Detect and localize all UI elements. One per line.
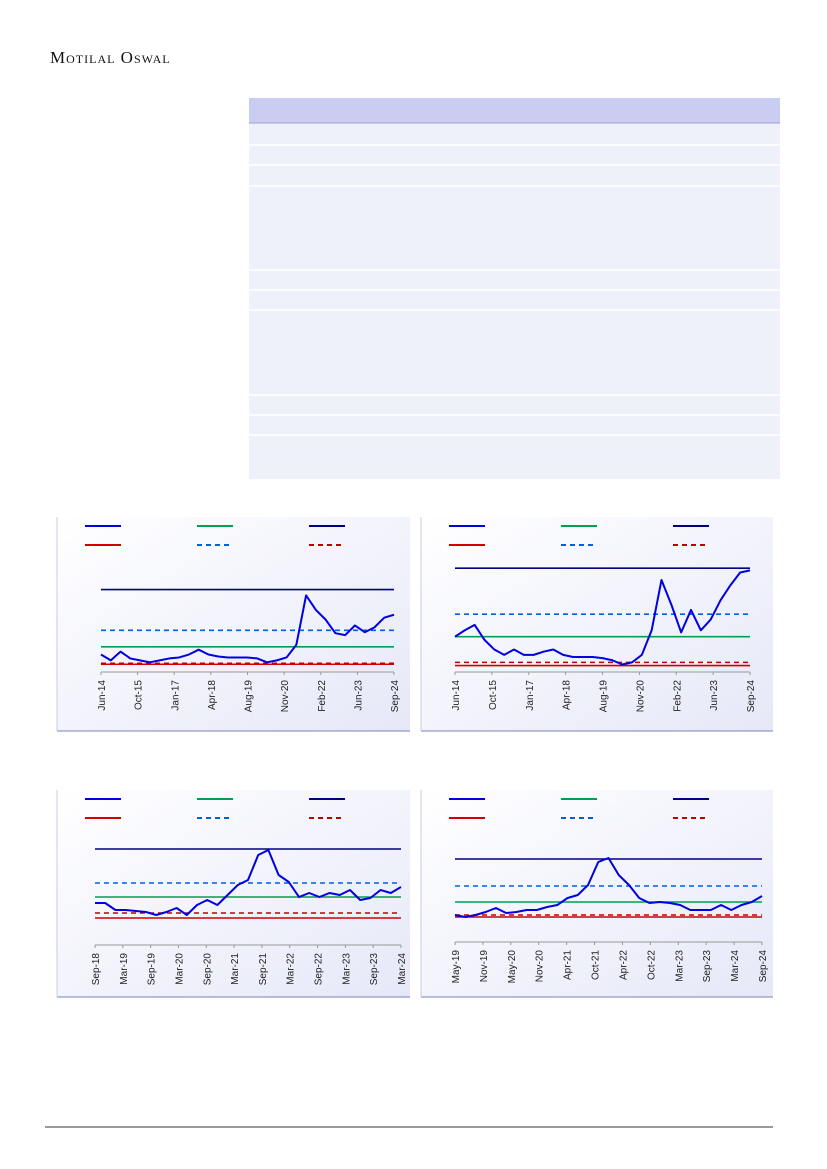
x-tick-label: May-19 bbox=[451, 950, 462, 984]
x-tick-label: Mar-19 bbox=[119, 953, 130, 985]
table bbox=[249, 98, 780, 479]
series-line bbox=[454, 569, 751, 666]
x-tick-label: May-20 bbox=[507, 950, 518, 984]
x-tick-label: Mar-24 bbox=[397, 953, 408, 985]
x-tick-label: Sep-24 bbox=[746, 680, 757, 713]
row-lines bbox=[249, 144, 780, 436]
x-tick-label: Mar-23 bbox=[341, 953, 352, 985]
chart: Jun-14 Oct-15 Jan-17 Apr-18 Aug-19 Nov-20 Feb-… bbox=[420, 517, 773, 732]
x-tick-label: Mar-23 bbox=[674, 950, 685, 982]
table-body bbox=[249, 98, 780, 479]
x-tick-label: Oct-15 bbox=[134, 680, 145, 710]
x-tick-label: Aug-19 bbox=[599, 680, 610, 713]
chart-bg bbox=[57, 517, 410, 731]
series-line bbox=[95, 849, 402, 916]
x-tick-label: Sep-23 bbox=[369, 953, 380, 986]
x-tick-label: Nov-20 bbox=[635, 680, 646, 713]
x-tick-label: Jan-17 bbox=[525, 680, 536, 711]
x-tick-label: Feb-22 bbox=[672, 680, 683, 712]
chart-bg bbox=[57, 790, 410, 997]
x-tick-label: Sep-18 bbox=[91, 953, 102, 986]
series-line bbox=[100, 594, 395, 664]
x-tick-label: Jun-23 bbox=[709, 680, 720, 711]
brand: Motilal Oswal bbox=[50, 48, 171, 67]
chart-bg bbox=[421, 517, 773, 731]
x-tick-label: Sep-19 bbox=[147, 953, 158, 986]
x-tick-label: Apr-21 bbox=[563, 950, 574, 980]
x-tick-label: Feb-22 bbox=[317, 680, 328, 712]
x-tick-label: Sep-23 bbox=[702, 950, 713, 983]
series-line bbox=[454, 857, 763, 918]
x-tick-label: Jun-14 bbox=[97, 680, 108, 711]
x-tick-label: Jan-17 bbox=[170, 680, 181, 711]
x-tick-label: Jun-23 bbox=[353, 680, 364, 711]
x-tick-label: Apr-18 bbox=[562, 680, 573, 710]
x-tick-label: Aug-19 bbox=[244, 680, 255, 713]
table-header bbox=[249, 98, 780, 123]
x-tick-label: Jun-14 bbox=[451, 680, 462, 711]
x-tick-label: Nov-20 bbox=[535, 950, 546, 983]
chart: Jun-14 Oct-15 Jan-17 Apr-18 Aug-19 Nov-20 Feb-… bbox=[56, 517, 410, 732]
x-tick-label: Sep-22 bbox=[314, 953, 325, 986]
chart: May-19 Nov-19 May-20 Nov-20 Apr-21 Oct-21 Apr-… bbox=[420, 790, 773, 998]
x-tick-label: Sep-24 bbox=[390, 680, 401, 713]
x-tick-label: Oct-21 bbox=[591, 950, 602, 980]
x-tick-label: Sep-21 bbox=[258, 953, 269, 986]
x-tick-label: Apr-22 bbox=[618, 950, 629, 980]
x-tick-label: Nov-19 bbox=[479, 950, 490, 983]
x-tick-label: Mar-22 bbox=[286, 953, 297, 985]
x-tick-label: Mar-21 bbox=[230, 953, 241, 985]
x-tick-label: Sep-24 bbox=[758, 950, 769, 983]
x-tick-label: Oct-15 bbox=[488, 680, 499, 710]
x-tick-label: Oct-22 bbox=[646, 950, 657, 980]
x-tick-label: Mar-24 bbox=[730, 950, 741, 982]
x-tick-label: Nov-20 bbox=[280, 680, 291, 713]
x-tick-label: Apr-18 bbox=[207, 680, 218, 710]
x-tick-label: Mar-20 bbox=[174, 953, 185, 985]
x-tick-label: Sep-20 bbox=[202, 953, 213, 986]
chart: Sep-18 Mar-19 Sep-19 Mar-20 Sep-20 Mar-21 Sep-… bbox=[56, 790, 410, 998]
chart-bg bbox=[421, 790, 773, 997]
